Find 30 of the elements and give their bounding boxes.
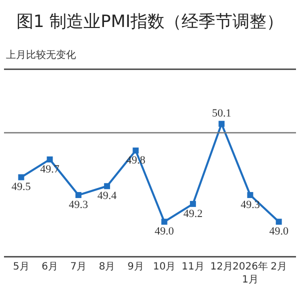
x-tick-label: 6月 xyxy=(42,262,58,272)
point xyxy=(218,120,225,127)
point xyxy=(18,174,24,180)
point xyxy=(161,218,168,225)
point xyxy=(46,156,53,162)
data-label: 49.2 xyxy=(183,208,203,220)
point xyxy=(75,192,82,198)
data-label: 49.3 xyxy=(240,199,260,212)
x-tick-label: 12月 xyxy=(210,262,233,272)
data-label: 49.4 xyxy=(97,190,118,202)
point xyxy=(276,218,282,225)
data-label: 49.0 xyxy=(269,226,289,238)
point xyxy=(132,148,139,154)
x-tick-label: 7月 xyxy=(70,262,87,272)
x-tick-label: 2026年 1月 xyxy=(232,260,268,286)
x-tick-label: 9月 xyxy=(128,262,144,272)
x-tick-label: 11月 xyxy=(182,262,204,272)
x-tick-label: 8月 xyxy=(98,262,116,272)
data-label: 49.0 xyxy=(154,226,174,238)
data-label: 49.5 xyxy=(12,181,32,194)
point xyxy=(104,183,110,190)
x-tick-label: 5月 xyxy=(12,262,30,272)
chart-subtitle: 上月比较无变化 xyxy=(6,49,76,61)
data-label: 50.1 xyxy=(212,107,232,120)
point xyxy=(190,200,196,207)
data-label: 49.3 xyxy=(68,199,89,212)
point xyxy=(247,192,254,198)
x-tick-label: 10月 xyxy=(152,262,176,272)
x-tick-label: 2月 xyxy=(270,262,288,272)
chart-title: 图1 制造业PMI指数（经季节调整） xyxy=(16,12,284,32)
